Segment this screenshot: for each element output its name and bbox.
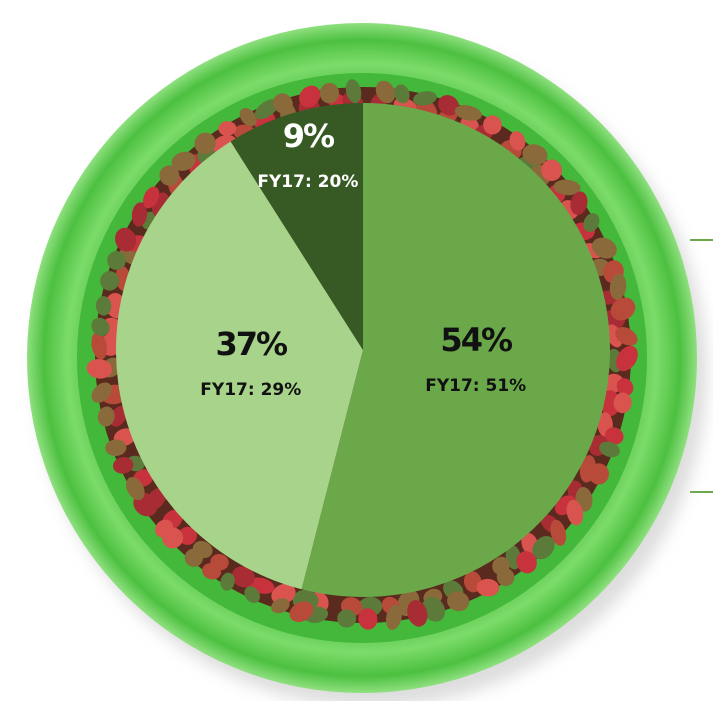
kibble-piece xyxy=(566,499,584,526)
pie-slice xyxy=(230,103,363,350)
kibble-piece xyxy=(143,186,160,209)
kibble-piece xyxy=(273,93,293,114)
kibble-piece xyxy=(110,405,128,427)
sublabel: FY17: 51% xyxy=(425,376,526,396)
kibble-piece xyxy=(337,609,357,628)
sublabel: FY17: 20% xyxy=(257,172,358,192)
kibble-piece xyxy=(171,151,196,171)
kibble-piece xyxy=(570,191,588,215)
value-label: 54% xyxy=(440,321,513,359)
kibble-piece xyxy=(583,213,600,232)
kibble-piece xyxy=(131,202,148,227)
kibble-piece xyxy=(194,132,216,155)
kibble-piece xyxy=(375,80,396,104)
kibble-piece xyxy=(616,345,638,372)
kibble-piece xyxy=(231,566,255,588)
value-label: 37% xyxy=(215,325,288,363)
kibble-piece xyxy=(438,95,460,116)
kibble-piece xyxy=(588,463,609,485)
kibble-piece xyxy=(107,250,126,270)
kibble-piece xyxy=(613,392,632,414)
kibble-piece xyxy=(509,131,526,151)
kibble-piece xyxy=(289,601,314,623)
kibble-piece xyxy=(447,591,470,612)
kibble-piece xyxy=(532,535,555,560)
kibble-piece xyxy=(394,84,410,104)
kibble-piece xyxy=(299,85,321,108)
kibble-piece xyxy=(610,297,636,321)
kibble-piece xyxy=(609,273,627,301)
kibble-piece xyxy=(91,331,107,360)
kibble-piece xyxy=(220,572,235,591)
kibble-piece xyxy=(95,296,112,316)
kibble-piece xyxy=(516,551,537,574)
value-label: 9% xyxy=(283,117,335,155)
kibble-piece xyxy=(91,382,112,403)
kibble-piece xyxy=(86,358,113,379)
kibble-piece xyxy=(550,519,567,546)
kibble-piece xyxy=(97,406,115,427)
kibble-piece xyxy=(605,427,624,445)
kibble-piece xyxy=(218,121,237,136)
kibble-piece xyxy=(271,598,290,614)
kibble-piece xyxy=(413,91,437,106)
kibble-piece xyxy=(100,271,120,291)
kibble-piece xyxy=(615,327,638,346)
kibble-piece xyxy=(159,165,180,186)
kibble-piece xyxy=(358,608,378,630)
kibble-piece xyxy=(385,604,402,630)
kibble-piece xyxy=(407,600,428,627)
kibble-piece xyxy=(496,568,515,587)
kibble-piece xyxy=(483,115,502,135)
kibble-piece xyxy=(553,179,581,196)
kibble-piece xyxy=(105,439,127,457)
kibble-piece xyxy=(591,237,617,259)
kibble-piece xyxy=(522,144,548,166)
pie-slice xyxy=(301,103,611,597)
kibble-piece xyxy=(239,108,257,127)
kibble-piece xyxy=(184,548,204,567)
kibble-piece xyxy=(126,477,145,501)
kibble-piece xyxy=(616,378,634,396)
kibble-piece xyxy=(541,159,562,181)
pie-slice xyxy=(116,141,364,590)
kibble-piece xyxy=(91,317,110,336)
kibble-piece xyxy=(112,457,134,474)
kibble-piece xyxy=(254,99,279,120)
kibble-piece xyxy=(271,583,296,605)
sublabel: FY17: 29% xyxy=(200,380,301,400)
kibble-piece xyxy=(115,227,137,252)
pie: 54% FY17: 51% 37% FY17: 29% 9% FY17: 20% xyxy=(116,103,611,597)
kibble-piece xyxy=(476,578,500,597)
kibble-piece xyxy=(422,597,446,622)
kibble-piece xyxy=(202,563,222,580)
kibble-piece xyxy=(454,105,482,121)
kibble-piece xyxy=(155,519,174,538)
kibble-piece xyxy=(319,82,340,104)
kibble-piece xyxy=(599,441,620,458)
kibble-piece xyxy=(244,586,260,603)
kibble-piece xyxy=(345,79,362,104)
